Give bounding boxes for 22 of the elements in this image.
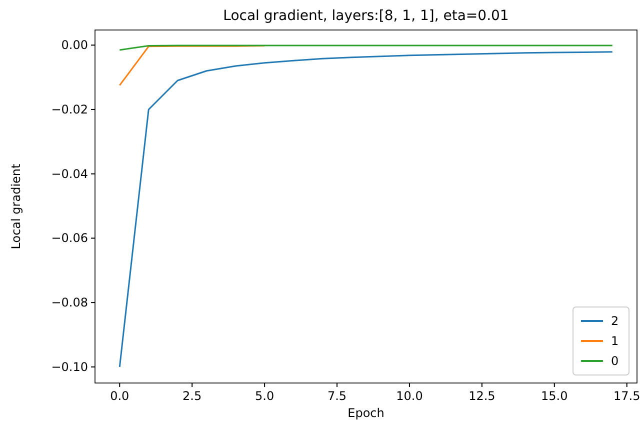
y-tick-label: −0.06	[51, 231, 88, 246]
legend-label: 1	[611, 334, 619, 348]
x-tick-label: 17.5	[613, 389, 640, 403]
x-tick-label: 2.5	[182, 389, 202, 403]
x-tick-label: 15.0	[541, 389, 568, 403]
y-tick-label: −0.04	[51, 166, 88, 181]
legend-label: 0	[611, 354, 619, 368]
y-axis-title: Local gradient	[9, 163, 23, 250]
x-axis-title: Epoch	[348, 406, 384, 420]
line-series	[118, 45, 266, 86]
y-tick-label: −0.08	[51, 296, 88, 310]
x-tick-label: 7.5	[327, 389, 347, 403]
line-series	[118, 51, 614, 368]
x-tick-label: 10.0	[396, 389, 423, 403]
x-tick-label: 5.0	[255, 389, 274, 403]
y-tick-label: −0.10	[51, 360, 88, 374]
y-tick-label: −0.02	[51, 102, 88, 116]
chart-title: Local gradient, layers:[8, 1, 1], eta=0.01	[223, 8, 509, 24]
legend-label: 2	[611, 314, 619, 328]
x-tick-label: 12.5	[468, 389, 496, 403]
y-tick-label: 0.00	[61, 38, 88, 52]
x-tick-label: 0.0	[110, 389, 130, 403]
